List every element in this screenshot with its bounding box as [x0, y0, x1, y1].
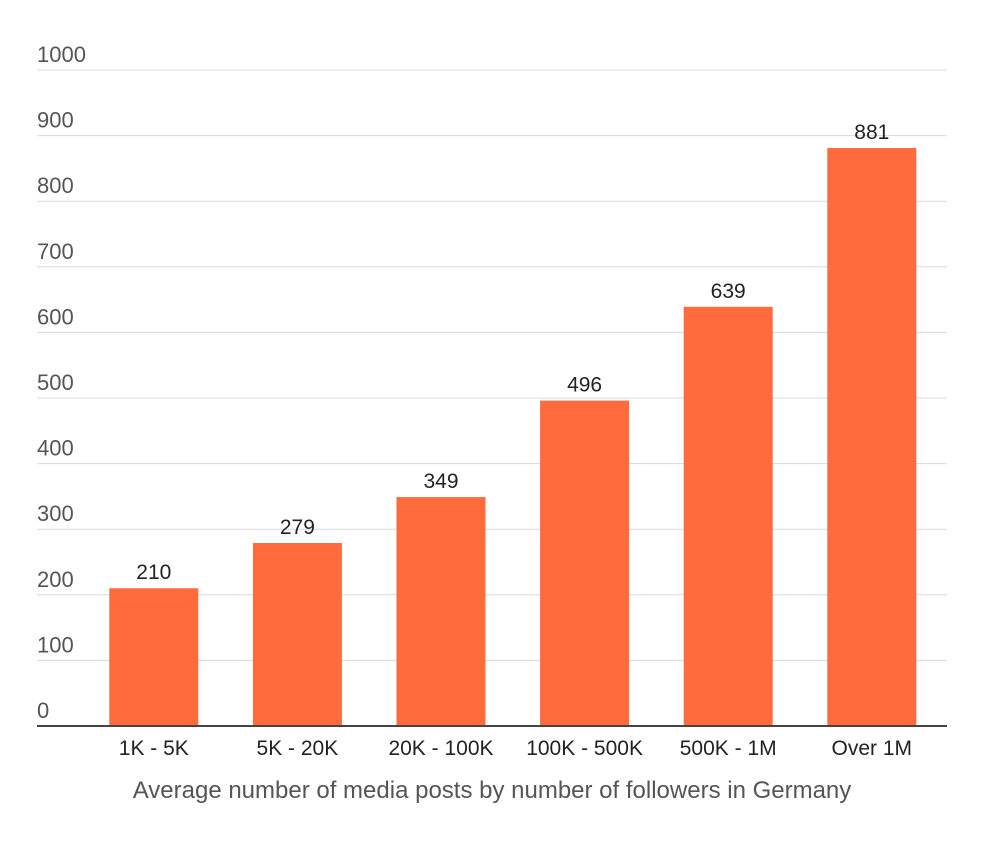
y-tick-label: 100: [37, 632, 74, 657]
x-tick-label: 1K - 5K: [119, 737, 189, 760]
y-axis-ticks: 0 100 200 300 400 500 600 700 800 900 1000: [37, 42, 86, 723]
y-tick-label: 0: [37, 698, 49, 723]
x-tick-label: 500K - 1M: [680, 737, 777, 760]
x-axis-categories: 1K - 5K 5K - 20K 20K - 100K 100K - 500K 500K…: [119, 737, 912, 760]
y-tick-label: 300: [37, 501, 74, 526]
bar: [683, 306, 773, 726]
y-tick-label: 700: [37, 239, 74, 264]
y-tick-label: 200: [37, 567, 74, 592]
bar: [252, 542, 342, 726]
x-tick-label: 100K - 500K: [526, 737, 643, 760]
bar-value-label: 279: [280, 516, 315, 539]
x-axis-label: Average number of media posts by number …: [133, 777, 852, 804]
bar: [109, 588, 199, 726]
bar-value-label: 881: [854, 121, 889, 144]
y-tick-label: 600: [37, 304, 74, 329]
x-tick-label: Over 1M: [832, 737, 913, 760]
bar-value-label: 210: [136, 561, 171, 584]
bar: [396, 497, 486, 726]
y-tick-label: 400: [37, 436, 74, 461]
y-tick-label: 900: [37, 108, 74, 133]
x-tick-label: 5K - 20K: [257, 737, 339, 760]
bar-value-label: 349: [423, 470, 458, 493]
gridlines: [37, 69, 947, 661]
bar-value-label: 639: [711, 280, 746, 303]
bar: [827, 148, 917, 727]
bars: [109, 148, 917, 727]
y-tick-label: 1000: [37, 42, 86, 67]
bar-value-label: 496: [567, 374, 602, 397]
y-tick-label: 800: [37, 173, 74, 198]
x-tick-label: 20K - 100K: [388, 737, 493, 760]
bar: [540, 400, 630, 726]
y-tick-label: 500: [37, 370, 74, 395]
data-labels: 210 279 349 496 639 881: [136, 121, 889, 584]
